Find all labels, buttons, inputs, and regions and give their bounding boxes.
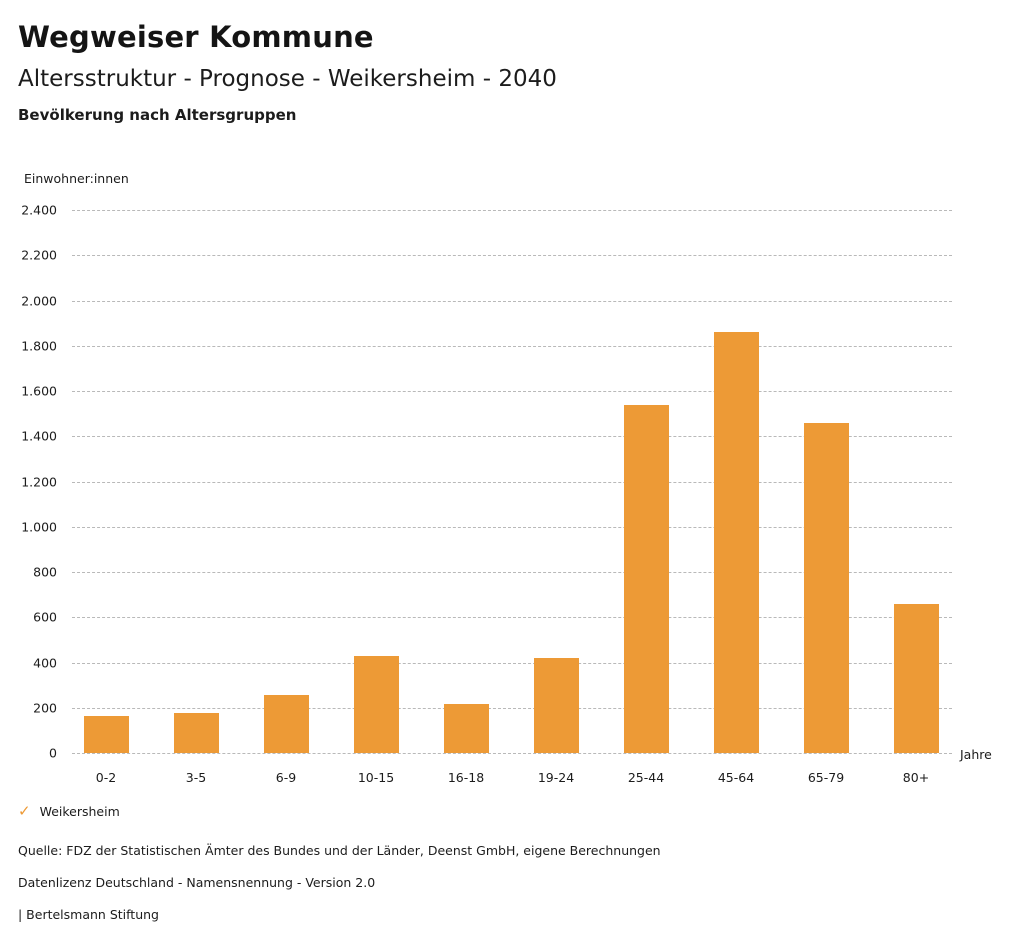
y-axis-tick-label: 0	[49, 745, 57, 761]
x-axis-tick-label: 45-64	[717, 770, 755, 785]
bar[interactable]	[533, 657, 579, 753]
y-axis-tick-label: 400	[33, 655, 57, 670]
page-title: Wegweiser Kommune	[18, 20, 374, 54]
x-axis-tick-label: 19-24	[537, 770, 575, 785]
gridline	[72, 526, 952, 528]
plot-area: 2.400 2.200 2.000 1.800 1.600 1.400 1.200 1.000…	[21, 203, 952, 785]
x-axis-tick-label: 16-18	[447, 770, 485, 785]
bar[interactable]	[803, 422, 849, 753]
footer-publisher: | Bertelsmann Stiftung	[18, 907, 159, 922]
gridline	[72, 300, 952, 302]
x-axis-tick-label: 10-15	[357, 770, 395, 785]
y-axis-tick-label: 2.400	[21, 202, 57, 218]
x-axis-tick-label: 3-5	[185, 770, 207, 785]
gridline	[72, 391, 952, 392]
page-subtitle: Altersstruktur - Prognose - Weikersheim …	[18, 66, 557, 92]
gridline	[72, 255, 952, 257]
x-axis-tick-label: 25-44	[627, 770, 665, 785]
y-axis-tick-label: 800	[33, 564, 57, 580]
gridline	[72, 345, 952, 347]
gridline	[72, 617, 952, 619]
gridline	[72, 436, 952, 438]
x-axis-tick-label: 80+	[902, 770, 930, 785]
bar[interactable]	[173, 713, 219, 753]
footer-source: Quelle: FDZ der Statistischen Ämter des …	[18, 843, 661, 858]
check-icon: ✓	[18, 802, 31, 820]
y-axis-tick-label: 200	[33, 700, 57, 716]
x-axis-tick-label: 0-2	[95, 770, 117, 785]
gridline	[72, 753, 952, 754]
y-axis-tick-label: 1.000	[21, 519, 57, 535]
bar[interactable]	[353, 655, 399, 753]
y-axis-tick-label: 1.200	[21, 474, 57, 489]
x-axis-title: Jahre	[960, 747, 992, 762]
bar[interactable]	[83, 715, 129, 753]
bar[interactable]	[713, 332, 759, 753]
y-axis-tick-label: 1.400	[21, 428, 57, 444]
gridline	[72, 572, 952, 573]
gridline	[72, 210, 952, 211]
gridline	[72, 707, 952, 709]
y-axis-tick-label: 2.000	[21, 293, 57, 308]
y-axis-tick-label: 2.200	[21, 247, 57, 263]
footer: Quelle: FDZ der Statistischen Ämter des …	[18, 843, 998, 939]
bar[interactable]	[443, 704, 489, 753]
y-axis-tick-label: 1.600	[21, 383, 57, 399]
y-axis-tick-label: 1.800	[21, 338, 57, 354]
x-axis-tick-label: 65-79	[807, 770, 845, 785]
chart-legend[interactable]: ✓ Weikersheim	[18, 802, 120, 820]
gridline	[72, 662, 952, 664]
y-axis-title: Einwohner:innen	[24, 171, 129, 186]
footer-license: Datenlizenz Deutschland - Namensnennung …	[18, 875, 376, 890]
gridline	[72, 481, 952, 483]
legend-item-label: Weikersheim	[39, 804, 120, 819]
x-axis-tick-label: 6-9	[275, 770, 297, 785]
bar[interactable]	[263, 695, 309, 753]
bar[interactable]	[893, 603, 939, 753]
bar[interactable]	[623, 404, 669, 753]
page-sub-subtitle: Bevölkerung nach Altersgruppen	[18, 106, 297, 124]
bar-chart: Einwohner:innen Jahre 2.400 2.200 2.000 1.8…	[21, 171, 992, 785]
y-axis-tick-label: 600	[33, 609, 57, 625]
